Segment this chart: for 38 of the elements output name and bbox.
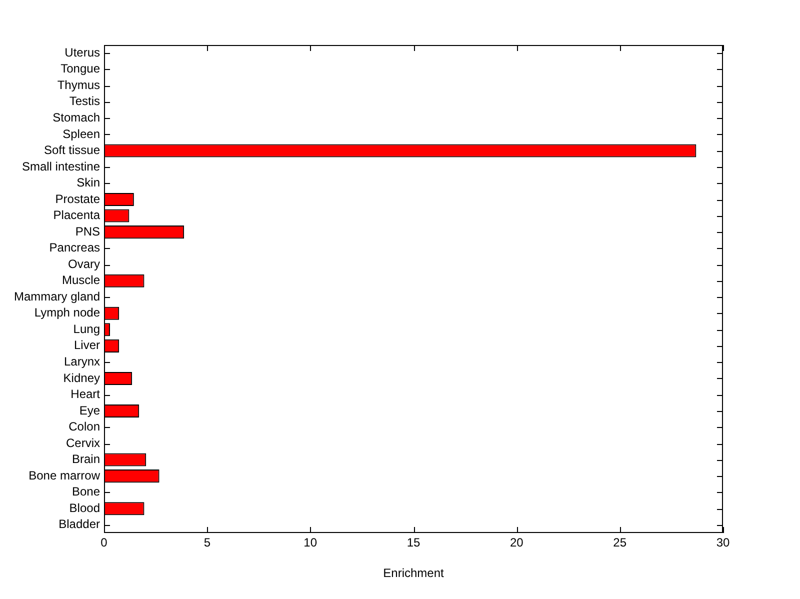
y-tick-label: Uterus <box>64 45 100 60</box>
x-tick-label: 10 <box>304 536 318 550</box>
y-tick-label: Lymph node <box>34 306 100 320</box>
y-tick-label: Blood <box>69 500 100 515</box>
y-tick-label: Ovary <box>68 256 100 271</box>
x-tick-label: 20 <box>510 536 524 550</box>
y-tick-label: Kidney <box>63 370 100 385</box>
y-tick-label: Bladder <box>58 517 100 532</box>
x-tick-label: 25 <box>613 536 627 550</box>
x-axis-title: Enrichment <box>383 566 445 580</box>
y-tick-label: Skin <box>76 176 100 190</box>
y-tick-label: Soft tissue <box>44 143 100 158</box>
y-tick-label: Muscle <box>62 273 100 288</box>
y-tick-label: Liver <box>74 338 100 352</box>
y-tick-label: Eye <box>79 403 100 418</box>
y-tick-label: Spleen <box>62 126 100 141</box>
y-tick-label: Brain <box>72 452 100 466</box>
y-tick-label: Tongue <box>60 62 100 76</box>
y-tick-label: Testis <box>69 94 100 108</box>
x-tick-label: 30 <box>716 536 730 550</box>
y-tick-label: Stomach <box>52 110 100 125</box>
y-tick-label: Larynx <box>64 354 100 369</box>
y-tick-label: Mammary gland <box>14 289 100 304</box>
y-tick-label: Thymus <box>57 78 100 92</box>
y-tick-label: Bone marrow <box>28 468 100 482</box>
x-tick-label: 15 <box>406 536 420 550</box>
x-tick-label: 0 <box>100 536 108 550</box>
y-tick-label: Prostate <box>55 192 100 206</box>
y-tick-label: Colon <box>68 420 100 434</box>
y-tick-label: Bone <box>72 484 100 499</box>
y-tick-label: Pancreas <box>49 240 100 255</box>
y-tick-label: Heart <box>70 387 101 402</box>
y-tick-label: Small intestine <box>22 159 100 174</box>
x-tick-label: 5 <box>204 536 211 550</box>
y-tick-label: Cervix <box>66 436 100 450</box>
y-tick-label: Placenta <box>53 208 100 222</box>
y-tick-label: Lung <box>73 322 100 336</box>
y-tick-label: PNS <box>75 224 100 238</box>
